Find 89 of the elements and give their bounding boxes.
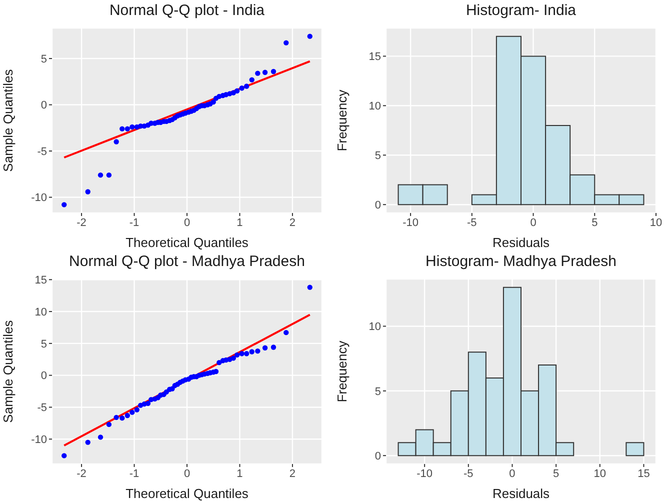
point [234,88,240,94]
point [216,360,222,366]
point [98,172,104,178]
x-tick-label: 0 [184,468,190,480]
point [130,124,135,130]
x-tick-label: -2 [76,216,86,229]
point [270,68,276,74]
point [262,70,268,75]
point [249,77,254,82]
x-tick-label: 5 [553,468,560,480]
x-tick-label: 0 [530,216,536,229]
x-tick-label: -5 [467,216,477,229]
y-axis-title: Frequency [334,89,350,152]
chart-title: Normal Q-Q plot - India [108,1,266,20]
x-tick-label: 1 [236,216,243,229]
y-axis-title: Sample Quantiles [0,320,16,423]
x-tick-label: 10 [650,216,662,229]
point [124,412,130,418]
point [120,126,125,132]
x-tick-label: -2 [76,468,86,480]
point [114,139,119,144]
y-tick-label: 15 [34,274,47,287]
y-tick-label: 0 [374,199,381,212]
x-tick-label: -10 [416,468,433,480]
y-tick-label: 5 [374,386,381,398]
y-tick-label: 5 [40,53,47,66]
y-tick-label: 10 [368,100,381,113]
y-tick-label: 5 [40,338,47,350]
point [249,349,254,354]
x-tick-label: 5 [592,216,598,229]
point [230,356,236,361]
chart-title: Normal Q-Q plot - Madhya Pradesh [68,252,306,271]
point [98,434,104,440]
point [106,422,112,428]
point [255,70,260,76]
point [85,440,90,445]
y-tick-label: 0 [40,100,47,112]
x-tick-label: 0 [184,216,190,229]
point [239,351,244,356]
y-tick-label: 10 [34,306,47,318]
point [124,126,130,132]
point [244,351,250,356]
y-axis-title: Sample Quantiles [0,68,16,172]
x-axis-title: Theoretical Quantiles [126,235,249,250]
point [284,330,289,336]
y-tick-label: 0 [40,370,47,382]
y-tick-label: 15 [368,51,381,64]
y-tick-label: 10 [368,321,381,334]
x-axis-title: Theoretical Quantiles [126,486,249,501]
x-tick-label: -5 [464,468,474,480]
point [284,40,289,46]
point [62,202,67,208]
chart-title: Histogram- Madhya Pradesh [424,252,618,271]
point [270,344,276,350]
x-tick-label: 0 [509,468,516,480]
point [62,453,67,458]
y-tick-label: 5 [374,150,381,162]
point [85,189,90,194]
x-tick-label: 15 [638,468,650,480]
point [255,348,260,354]
point [234,352,240,358]
point [307,284,312,290]
x-tick-label: 2 [289,468,296,480]
x-axis-title: Residuals [492,486,550,501]
point [120,415,125,421]
point [114,414,119,420]
point [145,400,151,406]
x-tick-label: -1 [129,216,140,229]
x-tick-label: -10 [402,216,418,229]
x-tick-label: 10 [594,468,606,480]
point [307,34,312,39]
x-tick-label: 2 [289,216,296,229]
point [130,410,135,415]
x-tick-label: -1 [129,468,140,480]
y-tick-label: 0 [374,450,381,462]
y-tick-label: -5 [37,402,47,414]
point [239,86,244,91]
y-tick-label: -10 [31,192,47,204]
point [262,345,268,350]
x-tick-label: 1 [236,468,243,480]
y-axis-title: Frequency [334,340,350,402]
y-tick-label: -5 [37,146,47,158]
point [134,407,140,412]
point [210,99,216,105]
chart-title: Histogram- India [464,1,578,20]
y-tick-label: -10 [31,434,47,446]
point [106,172,112,178]
x-axis-title: Residuals [492,235,550,250]
point [244,84,250,89]
